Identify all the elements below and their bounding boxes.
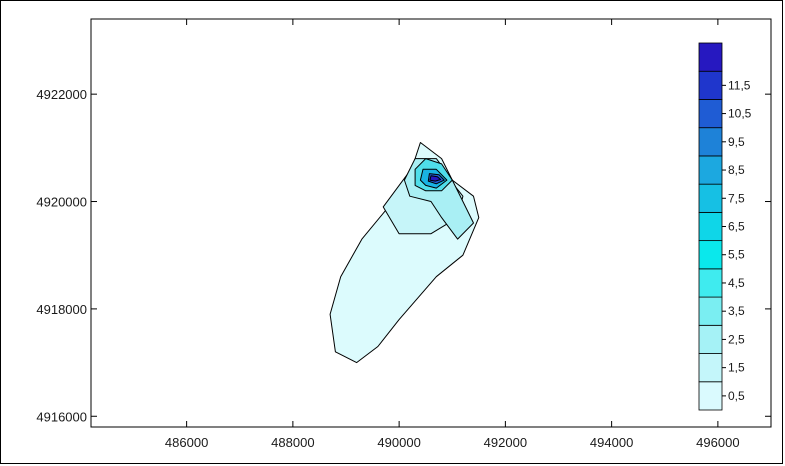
legend-swatch <box>698 183 723 213</box>
x-tick-label: 488000 <box>271 435 314 450</box>
legend-label: 4,5 <box>728 276 745 290</box>
legend-label: 9,5 <box>728 135 745 149</box>
legend-label: 0,5 <box>728 389 745 403</box>
legend-swatch <box>698 268 723 298</box>
legend-label: 6,5 <box>728 220 745 234</box>
y-tick-label: 4918000 <box>36 302 87 317</box>
legend-label: 8,5 <box>728 163 745 177</box>
legend-swatch <box>698 296 723 326</box>
legend-label: 11,5 <box>728 78 751 92</box>
y-tick-label: 4916000 <box>36 409 87 424</box>
legend-label: 1,5 <box>728 361 745 375</box>
legend-swatch <box>698 42 723 72</box>
legend-swatch <box>698 381 723 411</box>
x-tick-label: 486000 <box>165 435 208 450</box>
x-tick-label: 494000 <box>590 435 633 450</box>
legend-swatch <box>698 127 723 157</box>
y-axis: 4916000 4918000 4920000 4922000 <box>36 87 771 424</box>
legend-swatch <box>698 211 723 242</box>
plot-area <box>90 18 772 428</box>
x-tick-label: 490000 <box>377 435 420 450</box>
x-tick-label: 496000 <box>696 435 739 450</box>
legend-swatch <box>698 240 723 270</box>
color-legend: 0,5 1,5 2,5 3,5 4,5 5,5 6,5 7,5 8,5 9,5 10,5 11,5 <box>698 42 752 411</box>
legend-swatch <box>698 353 723 383</box>
y-tick-label: 4920000 <box>36 195 87 210</box>
contour-level-11-5 <box>429 175 442 182</box>
legend-label: 5,5 <box>728 248 745 262</box>
contour-layer <box>329 142 480 364</box>
legend-swatch <box>698 70 723 100</box>
x-axis: 486000 488000 490000 492000 494000 496000 <box>165 19 740 450</box>
legend-label: 3,5 <box>728 304 745 318</box>
y-tick-label: 4922000 <box>36 87 87 102</box>
legend-label: 2,5 <box>728 332 745 346</box>
legend-swatch <box>698 155 723 185</box>
legend-label: 7,5 <box>728 191 745 205</box>
legend-label: 10,5 <box>728 107 752 121</box>
x-tick-label: 492000 <box>484 435 527 450</box>
legend-swatch <box>698 99 723 129</box>
legend-swatch <box>698 324 723 354</box>
